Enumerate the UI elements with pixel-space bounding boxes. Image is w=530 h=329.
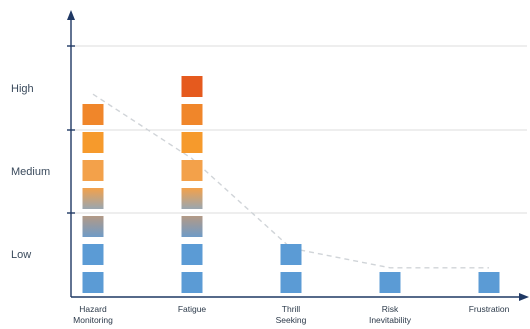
- y-level-high: High: [11, 83, 34, 95]
- bar-block: [181, 188, 203, 209]
- bar-block: [181, 272, 203, 293]
- x-tick-label: Fatigue: [178, 304, 207, 314]
- bar-risk-inevitability: [379, 272, 401, 293]
- y-axis-arrow: [67, 10, 75, 20]
- trend-line: [92, 93, 489, 269]
- bar-block: [181, 104, 203, 125]
- bar-block: [181, 216, 203, 237]
- bar-block: [82, 244, 104, 265]
- x-tick-label: Thrill: [282, 304, 301, 314]
- bar-block: [181, 244, 203, 265]
- bar-block: [82, 132, 104, 153]
- bar-block: [181, 132, 203, 153]
- bar-block: [82, 160, 104, 181]
- x-tick-label: Inevitability: [369, 315, 412, 325]
- bar-block: [82, 104, 104, 125]
- y-level-medium: Medium: [11, 166, 50, 178]
- x-tick-label: Hazard: [79, 304, 107, 314]
- bar-block: [280, 272, 302, 293]
- x-tick-label: Monitoring: [73, 315, 113, 325]
- bars-layer: [82, 76, 500, 293]
- axes: [67, 10, 529, 301]
- bar-block: [181, 76, 203, 97]
- y-level-low: Low: [11, 249, 31, 261]
- trend-layer: [92, 93, 489, 269]
- x-tick-label: Risk: [382, 304, 399, 314]
- y-level-labels: Low Medium High: [11, 83, 50, 261]
- bar-block: [379, 272, 401, 293]
- bar-block: [82, 188, 104, 209]
- bar-block: [181, 160, 203, 181]
- bar-block: [82, 216, 104, 237]
- bar-frustration: [478, 272, 500, 293]
- x-tick-label: Frustration: [469, 304, 510, 314]
- bar-thrill-seeking: [280, 244, 302, 293]
- bar-block: [280, 244, 302, 265]
- bar-block: [478, 272, 500, 293]
- x-axis-arrow: [519, 293, 529, 301]
- bar-hazard-monitoring: [82, 104, 104, 293]
- x-tick-label: Seeking: [276, 315, 307, 325]
- bar-fatigue: [181, 76, 203, 293]
- bar-block: [82, 272, 104, 293]
- gridlines: [71, 45, 527, 214]
